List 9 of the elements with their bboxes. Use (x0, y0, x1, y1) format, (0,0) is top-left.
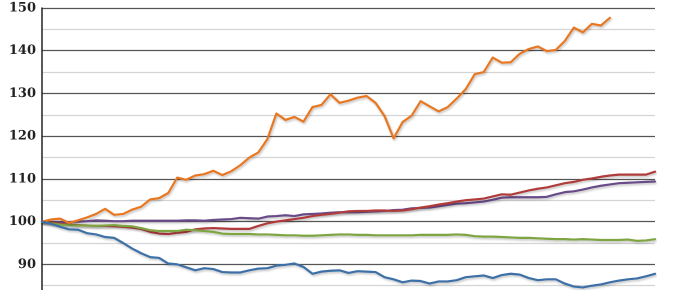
y-tick-label: 150 (8, 0, 36, 16)
y-tick-label: 90 (18, 256, 36, 272)
line-series (40, 220, 656, 289)
y-tick-label: 140 (8, 43, 36, 58)
line-series (40, 16, 612, 224)
y-tick-label: 100 (8, 214, 36, 230)
y-tick-label: 110 (8, 171, 36, 186)
y-tick-label: 120 (8, 128, 36, 144)
y-tick-label: 130 (8, 86, 36, 101)
